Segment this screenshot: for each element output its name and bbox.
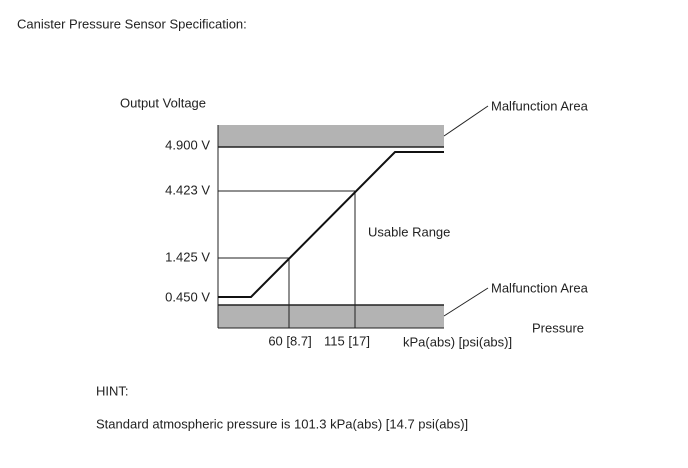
voltage-label: 4.423 V — [165, 182, 210, 197]
malfunction-label: Malfunction Area — [491, 280, 589, 295]
pressure-label: 60 [8.7] — [268, 333, 311, 348]
hint-title: HINT: — [96, 383, 129, 398]
leader-line — [443, 287, 489, 317]
hint-text: Standard atmospheric pressure is 101.3 k… — [96, 416, 468, 431]
sensor-curve — [218, 151, 444, 298]
malfunction-band — [218, 125, 444, 147]
x-axis-label: Pressure — [532, 320, 584, 335]
malfunction-band — [218, 305, 444, 328]
y-axis-label: Output Voltage — [120, 95, 206, 110]
voltage-label: 0.450 V — [165, 289, 210, 304]
voltage-label: 1.425 V — [165, 249, 210, 264]
malfunction-label: Malfunction Area — [491, 98, 589, 113]
page-title: Canister Pressure Sensor Specification: — [17, 16, 247, 31]
usable-range-label: Usable Range — [368, 224, 450, 239]
leader-line — [443, 105, 489, 137]
voltage-label: 4.900 V — [165, 137, 210, 152]
pressure-label: 115 [17] — [324, 333, 370, 348]
unit-label: kPa(abs) [psi(abs)] — [403, 334, 512, 349]
